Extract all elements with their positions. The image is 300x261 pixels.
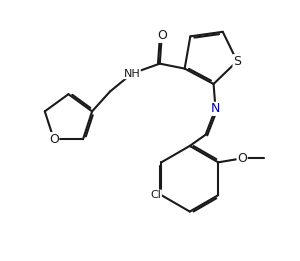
Text: NH: NH [124,69,140,79]
Text: O: O [237,152,247,165]
Text: O: O [157,29,167,42]
Text: N: N [211,102,220,115]
Text: S: S [233,55,241,68]
Text: O: O [49,133,59,146]
Text: Cl: Cl [151,190,161,200]
